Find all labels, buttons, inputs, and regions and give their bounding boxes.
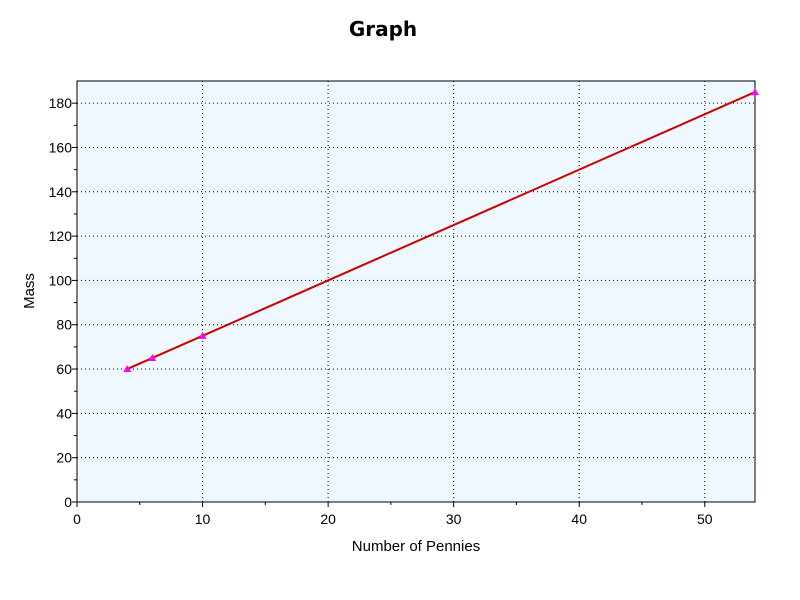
y-tick-label: 160 (49, 139, 73, 155)
y-tick-label: 0 (64, 494, 72, 510)
x-tick-label: 50 (697, 511, 713, 527)
x-tick-label: 30 (446, 511, 462, 527)
data-point-marker (198, 331, 207, 339)
data-point-marker (123, 365, 132, 373)
data-point-marker (751, 88, 759, 96)
x-tick-label: 20 (320, 511, 336, 527)
grid-lines (77, 81, 755, 502)
y-tick-label: 120 (49, 228, 73, 244)
y-tick-label: 180 (49, 95, 73, 111)
chart-title: Graph (349, 17, 417, 41)
x-tick-label: 10 (195, 511, 211, 527)
x-tick-label: 40 (571, 511, 587, 527)
x-axis-title: Number of Pennies (352, 538, 480, 555)
plot-area (76, 80, 756, 503)
series-layer (123, 88, 759, 373)
y-tick-label: 60 (56, 361, 72, 377)
data-point-marker (148, 353, 157, 361)
axes: 0 10 20 30 40 50 0 20 40 60 80 100 120 140 160 180 (49, 95, 713, 527)
y-tick-label: 20 (56, 450, 72, 466)
y-tick-label: 140 (49, 184, 73, 200)
x-tick-label: 0 (73, 511, 81, 527)
y-tick-label: 100 (49, 272, 73, 288)
y-axis-title: Mass (21, 273, 38, 309)
y-tick-label: 40 (56, 405, 72, 421)
series-line (126, 91, 756, 370)
y-tick-label: 80 (56, 317, 72, 333)
